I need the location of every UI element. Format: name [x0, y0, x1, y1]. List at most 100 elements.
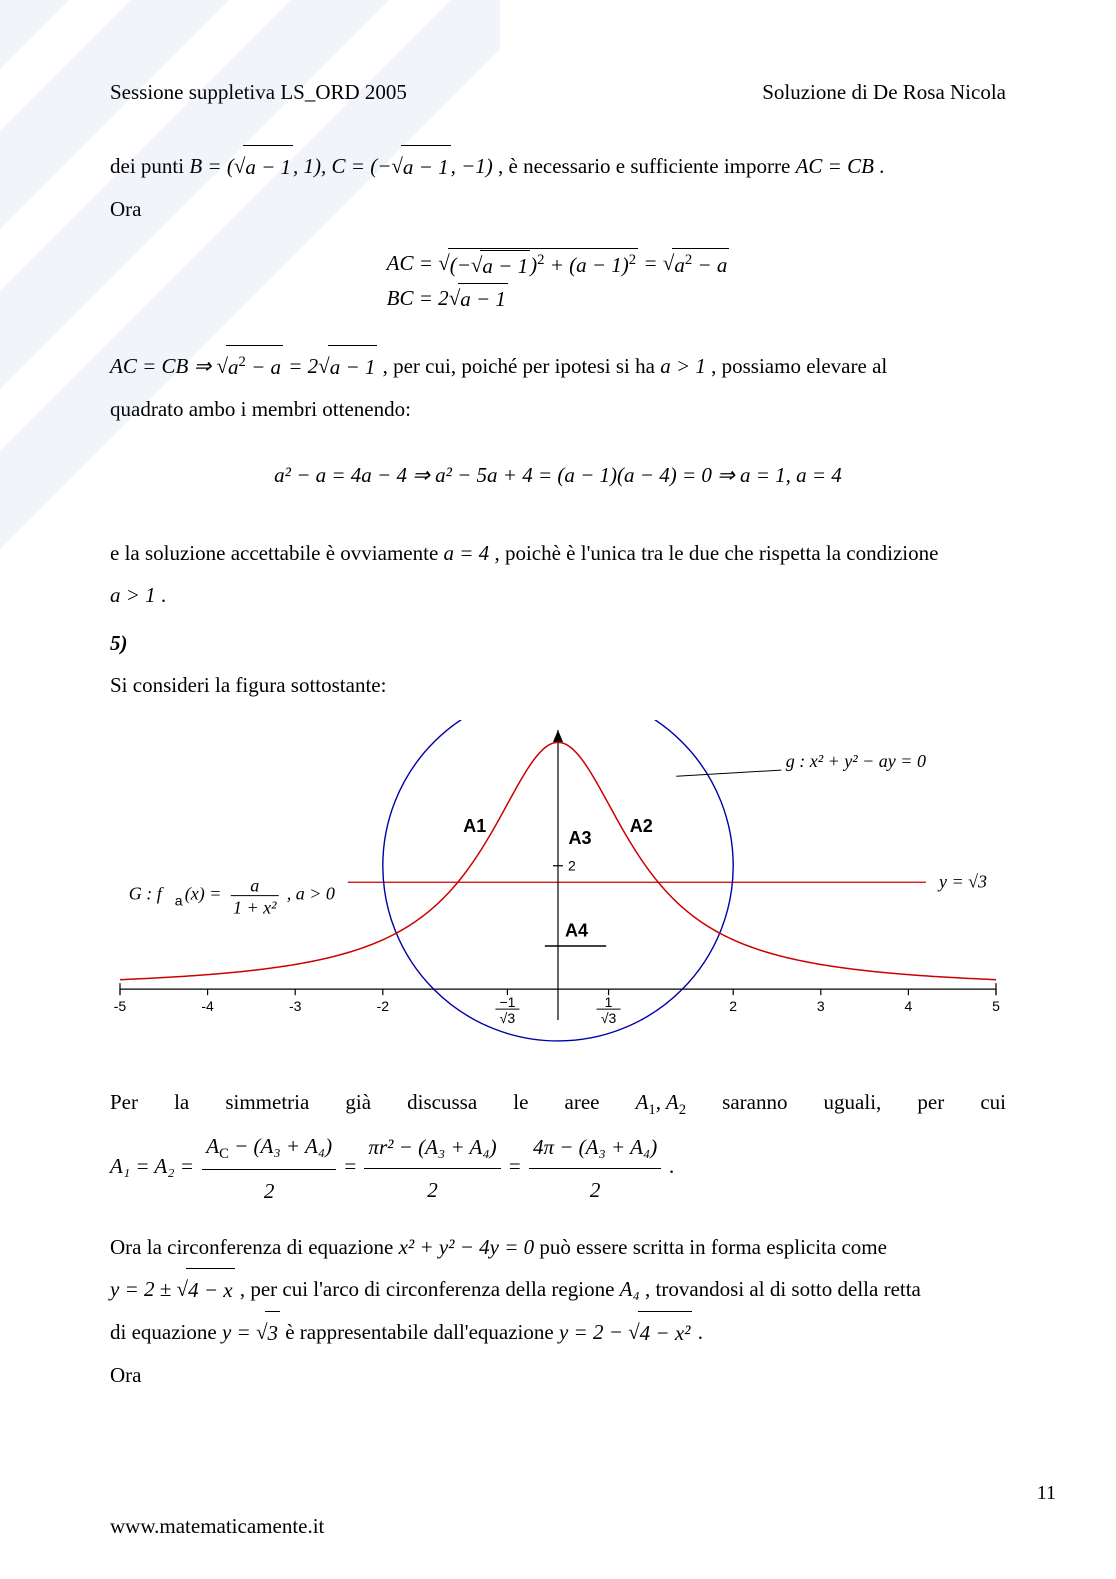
footer-url: www.matematicamente.it: [110, 1514, 324, 1539]
svg-text:(x) =: (x) =: [185, 883, 222, 904]
para1-mid: , è necessario e sufficiente imporre: [498, 154, 796, 178]
jl-w7: aree: [565, 1090, 600, 1119]
p6-rad: 4 − x: [186, 1268, 235, 1311]
B-rad: a − 1: [243, 145, 293, 188]
svg-text:-5: -5: [114, 998, 127, 1014]
svg-text:y = √3: y = √3: [937, 871, 987, 891]
p2-line2: quadrato ambo i membri ottenendo:: [110, 388, 1006, 430]
p7-mid: è rappresentabile dall'equazione: [280, 1320, 559, 1344]
jl-w5: discussa: [407, 1090, 477, 1119]
eq3-d2: 2: [364, 1168, 500, 1211]
svg-text:A3: A3: [569, 828, 592, 848]
svg-text:2: 2: [729, 998, 737, 1014]
eq3-n1sub: C: [219, 1146, 229, 1162]
p5-eq1: x² + y² − 4y = 0: [399, 1235, 535, 1259]
para1-end: .: [879, 154, 884, 178]
p3-agt1: a > 1: [110, 583, 156, 607]
eq2-text: a² − a = 4a − 4 ⇒ a² − 5a + 4 = (a − 1)(…: [274, 463, 842, 487]
eq3-d1: 2: [202, 1169, 336, 1212]
C-close: , −1): [451, 154, 493, 178]
C-rad: a − 1: [401, 145, 451, 188]
jl-w3: simmetria: [225, 1090, 309, 1119]
jl-A1A2: A1, A2: [636, 1090, 686, 1119]
AC-eq-CB: AC = CB: [796, 154, 874, 178]
header-right: Soluzione di De Rosa Nicola: [762, 80, 1006, 105]
p5-pre: Ora la circonferenza di equazione: [110, 1235, 399, 1259]
svg-text:1 + x²: 1 + x²: [233, 897, 277, 917]
AC-r2a: a: [674, 253, 685, 277]
ora-1: Ora: [110, 188, 1006, 230]
jl-w9: saranno: [722, 1090, 787, 1119]
svg-text:A1: A1: [463, 815, 486, 835]
section-5-label: 5): [110, 622, 1006, 664]
figure-chart: -5-4-3-22345−1√31√32y = √3g : x² + y² − …: [110, 720, 1006, 1060]
svg-text:, a > 0: , a > 0: [287, 883, 335, 903]
para-accettabile: e la soluzione accettabile è ovviamente …: [110, 532, 1006, 574]
para1-prefix: dei punti: [110, 154, 189, 178]
p3-pre: e la soluzione accettabile è ovviamente: [110, 541, 444, 565]
BC-lhs: BC = 2: [387, 286, 449, 310]
eq-AC: AC = √ (−√a − 1)2 + (a − 1)2 = √a2 − a: [387, 248, 730, 283]
svg-text:2: 2: [568, 857, 576, 873]
jl-w10: uguali,: [824, 1090, 882, 1119]
p6-tail: , trovandosi al di sotto della retta: [640, 1277, 921, 1301]
eq3-lhs: A₁ = A₂ =: [110, 1154, 199, 1178]
p7-y1: y =: [222, 1320, 256, 1344]
p2-r1sup: 2: [238, 354, 245, 370]
para-arc-eq: di equazione y = √3 è rappresentabile da…: [110, 1311, 1006, 1354]
ora-2: Ora: [110, 1354, 1006, 1396]
svg-text:A2: A2: [630, 815, 653, 835]
AC-inner-open: (−: [450, 253, 471, 277]
p2-agt1: a > 1: [660, 354, 706, 378]
p2-lhs: AC = CB ⇒: [110, 354, 216, 378]
jl-A1a: A: [636, 1090, 649, 1114]
p7-r2: 4 − x²: [638, 1311, 693, 1354]
p7-dot: .: [692, 1320, 703, 1344]
AC-lhs: AC =: [387, 251, 439, 275]
jl-w6: le: [513, 1090, 528, 1119]
p6-yeq: y = 2 ±: [110, 1277, 177, 1301]
svg-text:−1: −1: [499, 994, 515, 1010]
svg-text:4: 4: [905, 998, 913, 1014]
page-header: Sessione suppletiva LS_ORD 2005 Soluzion…: [110, 80, 1006, 105]
p7-y2: y = 2 −: [559, 1320, 628, 1344]
svg-text:g : x² + y² − ay = 0: g : x² + y² − ay = 0: [786, 751, 926, 771]
jl-w1: Per: [110, 1090, 138, 1119]
jl-A2a: , A: [656, 1090, 679, 1114]
eq-BC: BC = 2√a − 1: [387, 283, 730, 316]
p2-r1a: a: [228, 355, 239, 379]
svg-text:√3: √3: [500, 1010, 516, 1026]
jl-A1b: 1: [648, 1102, 655, 1118]
svg-text:-4: -4: [201, 998, 214, 1014]
p6-A4: A₄: [620, 1277, 640, 1301]
jl-w4: già: [345, 1090, 371, 1119]
eq-block-factor: a² − a = 4a − 4 ⇒ a² − 5a + 4 = (a − 1)(…: [110, 460, 1006, 492]
para-y-explicit: y = 2 ± √4 − x , per cui l'arco di circo…: [110, 1268, 1006, 1311]
svg-text:5: 5: [992, 998, 1000, 1014]
eq3-n2: πr² − (A₃ + A₄): [364, 1126, 500, 1168]
B-open: B = (: [189, 154, 234, 178]
para-points-BC: dei punti B = (√a − 1, 1), C = (−√a − 1,…: [110, 145, 1006, 188]
AC-plus: + (a − 1): [544, 253, 628, 277]
justified-symmetry-line: Per la simmetria già discussa le aree A1…: [110, 1090, 1006, 1119]
para-circ-eq: Ora la circonferenza di equazione x² + y…: [110, 1226, 1006, 1268]
eq3-tail: .: [669, 1154, 674, 1178]
svg-text:a: a: [250, 875, 259, 895]
p2-r2: a − 1: [328, 345, 378, 388]
AC-sq2: 2: [629, 252, 636, 268]
p5-mid: può essere scritta in forma esplicita co…: [534, 1235, 887, 1259]
svg-text:√3: √3: [601, 1010, 617, 1026]
p2-mid: , per cui, poiché per ipotesi si ha: [383, 354, 661, 378]
p2-tail: , possiamo elevare al: [706, 354, 887, 378]
para-figura: Si consideri la figura sottostante:: [110, 664, 1006, 706]
p2-eq: = 2: [283, 354, 318, 378]
AC-r2rest: − a: [692, 253, 727, 277]
para-AC-CB-implies: AC = CB ⇒ √a2 − a = 2√a − 1 , per cui, p…: [110, 345, 1006, 388]
jl-A2b: 2: [679, 1102, 686, 1118]
eq-block-AC-BC: AC = √ (−√a − 1)2 + (a − 1)2 = √a2 − a B…: [110, 248, 1006, 315]
p7-r1: 3: [265, 1311, 280, 1354]
p3-agt1-line: a > 1 .: [110, 574, 1006, 616]
svg-text:-3: -3: [289, 998, 302, 1014]
AC-inner-rad: a − 1: [480, 250, 530, 283]
eq3-n1rest: − (A₃ + A₄): [229, 1134, 332, 1158]
